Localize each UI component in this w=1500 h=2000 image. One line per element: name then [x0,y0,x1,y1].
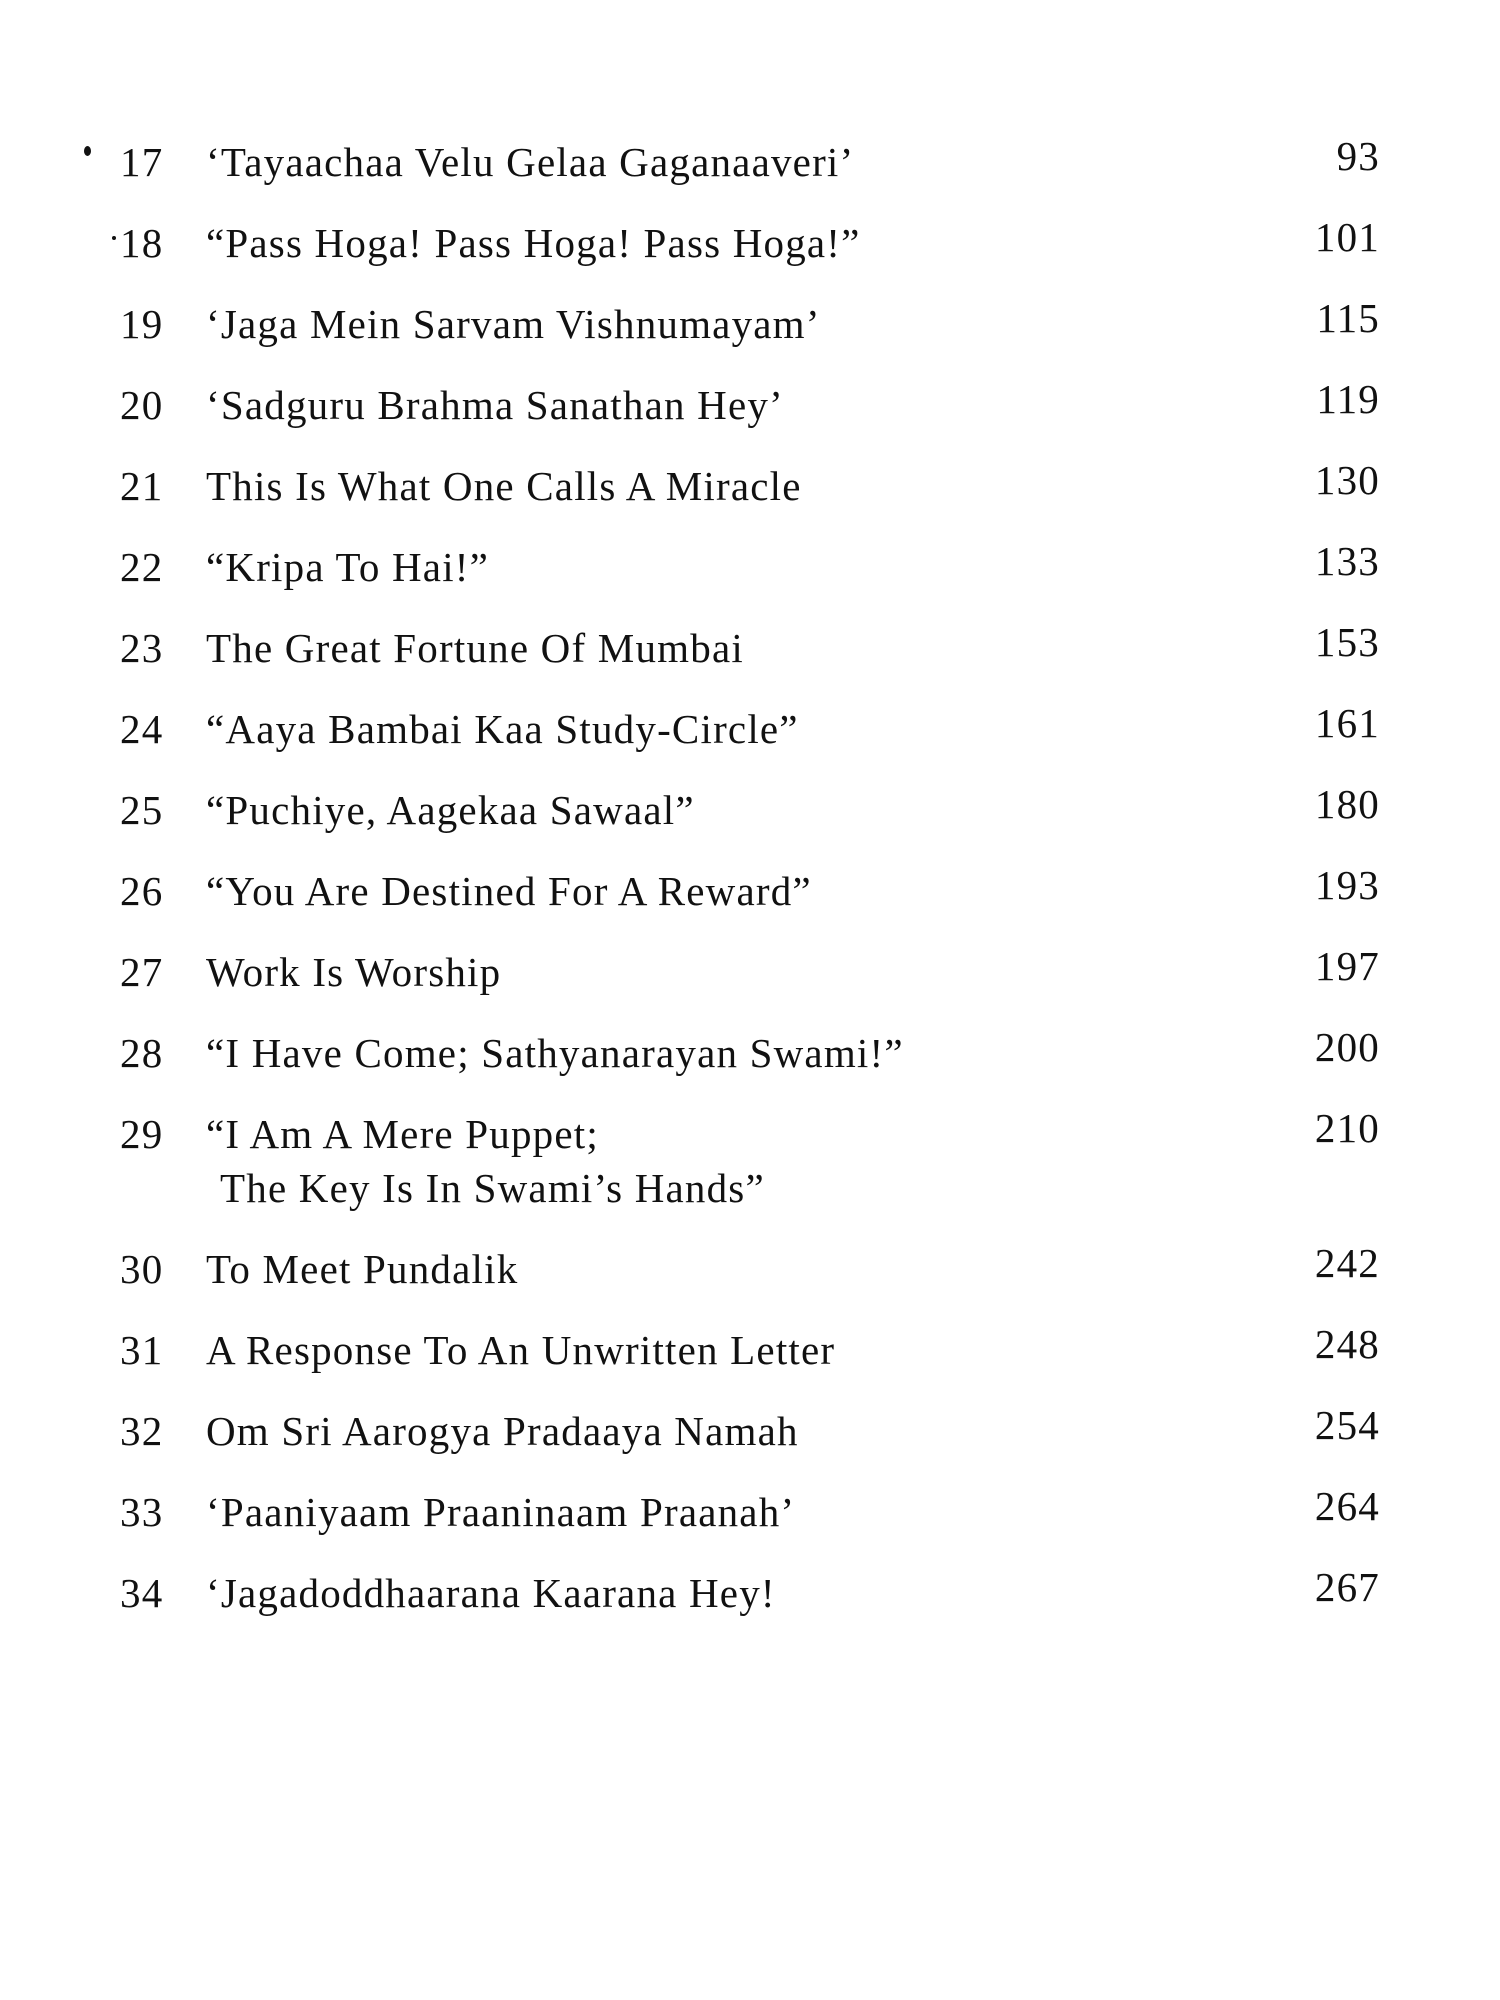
page-number: 254 [1314,1402,1380,1448]
page-number: 153 [1314,619,1380,665]
toc-entry: 20 ‘Sadguru Brahma Sanathan Hey’ 119 [0,376,1500,432]
page-number: 161 [1314,700,1380,746]
toc-entry: 17 ‘Tayaachaa Velu Gelaa Gaganaaveri’ 93 [0,133,1500,189]
page-number: 180 [1314,781,1380,827]
chapter-number: 29 [120,1111,164,1157]
chapter-number: 26 [120,868,164,914]
page-number: 193 [1314,862,1380,908]
chapter-number: 32 [120,1408,164,1454]
chapter-title-line: “You Are Destined For A Reward” [206,868,812,914]
chapter-number: 34 [120,1570,164,1616]
page-number: 133 [1314,538,1380,584]
chapter-title-line: “I Am A Mere Puppet; [206,1111,599,1157]
toc-entry: 27 Work Is Worship 197 [0,943,1500,999]
page-number: 115 [1316,295,1380,341]
chapter-number: 33 [120,1489,164,1535]
toc-entry: 31 A Response To An Unwritten Letter 248 [0,1321,1500,1377]
chapter-title-line: To Meet Pundalik [206,1246,519,1292]
chapter-number: 28 [120,1030,164,1076]
toc-entry: 26 “You Are Destined For A Reward” 193 [0,862,1500,918]
chapter-number: 22 [120,544,164,590]
page-number: 93 [1336,133,1380,179]
chapter-number: 18 [120,220,164,266]
chapter-title-line: ‘Jagadoddhaarana Kaarana Hey! [206,1570,776,1616]
chapter-title-line: A Response To An Unwritten Letter [206,1327,836,1373]
chapter-title-line: “Aaya Bambai Kaa Study-Circle” [206,706,799,752]
chapter-number: 24 [120,706,164,752]
chapter-title: “I Have Come; Sathyanarayan Swami!” [206,1026,1206,1080]
chapter-number: 20 [120,382,164,428]
toc-entry: 23 The Great Fortune Of Mumbai 153 [0,619,1500,675]
chapter-number: 19 [120,301,164,347]
chapter-title-line: ‘Sadguru Brahma Sanathan Hey’ [206,382,784,428]
page-number: 197 [1314,943,1380,989]
page-number: 130 [1314,457,1380,503]
chapter-title-line: ‘Paaniyaam Praaninaam Praanah’ [206,1489,796,1535]
page-number: 264 [1314,1483,1380,1529]
chapter-title: ‘Jaga Mein Sarvam Vishnumayam’ [206,297,1206,351]
chapter-title: “Aaya Bambai Kaa Study-Circle” [206,702,1206,756]
chapter-number: 23 [120,625,164,671]
toc-entry: 19 ‘Jaga Mein Sarvam Vishnumayam’ 115 [0,295,1500,351]
chapter-title: A Response To An Unwritten Letter [206,1323,1206,1377]
chapter-title: ‘Paaniyaam Praaninaam Praanah’ [206,1485,1206,1539]
toc-entry: 34 ‘Jagadoddhaarana Kaarana Hey! 267 [0,1564,1500,1620]
toc-entry: 33 ‘Paaniyaam Praaninaam Praanah’ 264 [0,1483,1500,1539]
page-number: 101 [1314,214,1380,260]
toc-entry: 21 This Is What One Calls A Miracle 130 [0,457,1500,513]
toc-entry: 30 To Meet Pundalik 242 [0,1240,1500,1296]
chapter-title-line: Work Is Worship [206,949,502,995]
chapter-title: “I Am A Mere Puppet; The Key Is In Swami’… [206,1107,1206,1215]
chapter-title: The Great Fortune Of Mumbai [206,621,1206,675]
page-number: 119 [1316,376,1380,422]
chapter-number: 21 [120,463,164,509]
chapter-title: ‘Tayaachaa Velu Gelaa Gaganaaveri’ [206,135,1206,189]
chapter-title: ‘Sadguru Brahma Sanathan Hey’ [206,378,1206,432]
chapter-number: 31 [120,1327,164,1373]
chapter-title: “Pass Hoga! Pass Hoga! Pass Hoga!” [206,216,1206,270]
chapter-title: Work Is Worship [206,945,1206,999]
chapter-title: ‘Jagadoddhaarana Kaarana Hey! [206,1566,1206,1620]
chapter-title-line: “Pass Hoga! Pass Hoga! Pass Hoga!” [206,220,861,266]
chapter-title-line: ‘Tayaachaa Velu Gelaa Gaganaaveri’ [206,139,855,185]
chapter-title: “Kripa To Hai!” [206,540,1206,594]
toc-entry: 24 “Aaya Bambai Kaa Study-Circle” 161 [0,700,1500,756]
chapter-title-line: The Great Fortune Of Mumbai [206,625,744,671]
chapter-title: To Meet Pundalik [206,1242,1206,1296]
chapter-title-line: The Key Is In Swami’s Hands” [220,1165,765,1211]
toc-entry: 25 “Puchiye, Aagekaa Sawaal” 180 [0,781,1500,837]
chapter-title: “You Are Destined For A Reward” [206,864,1206,918]
toc-entry: 22 “Kripa To Hai!” 133 [0,538,1500,594]
chapter-number: 17 [120,139,164,185]
chapter-title-line: ‘Jaga Mein Sarvam Vishnumayam’ [206,301,821,347]
chapter-title-line: “Kripa To Hai!” [206,544,490,590]
chapter-title: “Puchiye, Aagekaa Sawaal” [206,783,1206,837]
page-number: 242 [1314,1240,1380,1286]
table-of-contents: 17 ‘Tayaachaa Velu Gelaa Gaganaaveri’ 93 18… [0,133,1500,1647]
chapter-title-line: Om Sri Aarogya Pradaaya Namah [206,1408,799,1454]
toc-entry: 32 Om Sri Aarogya Pradaaya Namah 254 [0,1402,1500,1458]
ink-speck [84,146,91,156]
toc-entry: 18 “Pass Hoga! Pass Hoga! Pass Hoga!” 101 [0,214,1500,270]
chapter-title-line: This Is What One Calls A Miracle [206,463,802,509]
chapter-number: 27 [120,949,164,995]
page-number: 248 [1314,1321,1380,1367]
chapter-title-line: “I Have Come; Sathyanarayan Swami!” [206,1030,904,1076]
toc-entry: 29 “I Am A Mere Puppet; The Key Is In Swam… [0,1105,1500,1215]
toc-entry: 28 “I Have Come; Sathyanarayan Swami!” 200 [0,1024,1500,1080]
page-number: 210 [1314,1105,1380,1151]
chapter-title: Om Sri Aarogya Pradaaya Namah [206,1404,1206,1458]
chapter-number: 30 [120,1246,164,1292]
chapter-number: 25 [120,787,164,833]
chapter-title: This Is What One Calls A Miracle [206,459,1206,513]
ink-speck [112,236,116,240]
page-number: 200 [1314,1024,1380,1070]
page-number: 267 [1314,1564,1380,1610]
chapter-title-line: “Puchiye, Aagekaa Sawaal” [206,787,695,833]
